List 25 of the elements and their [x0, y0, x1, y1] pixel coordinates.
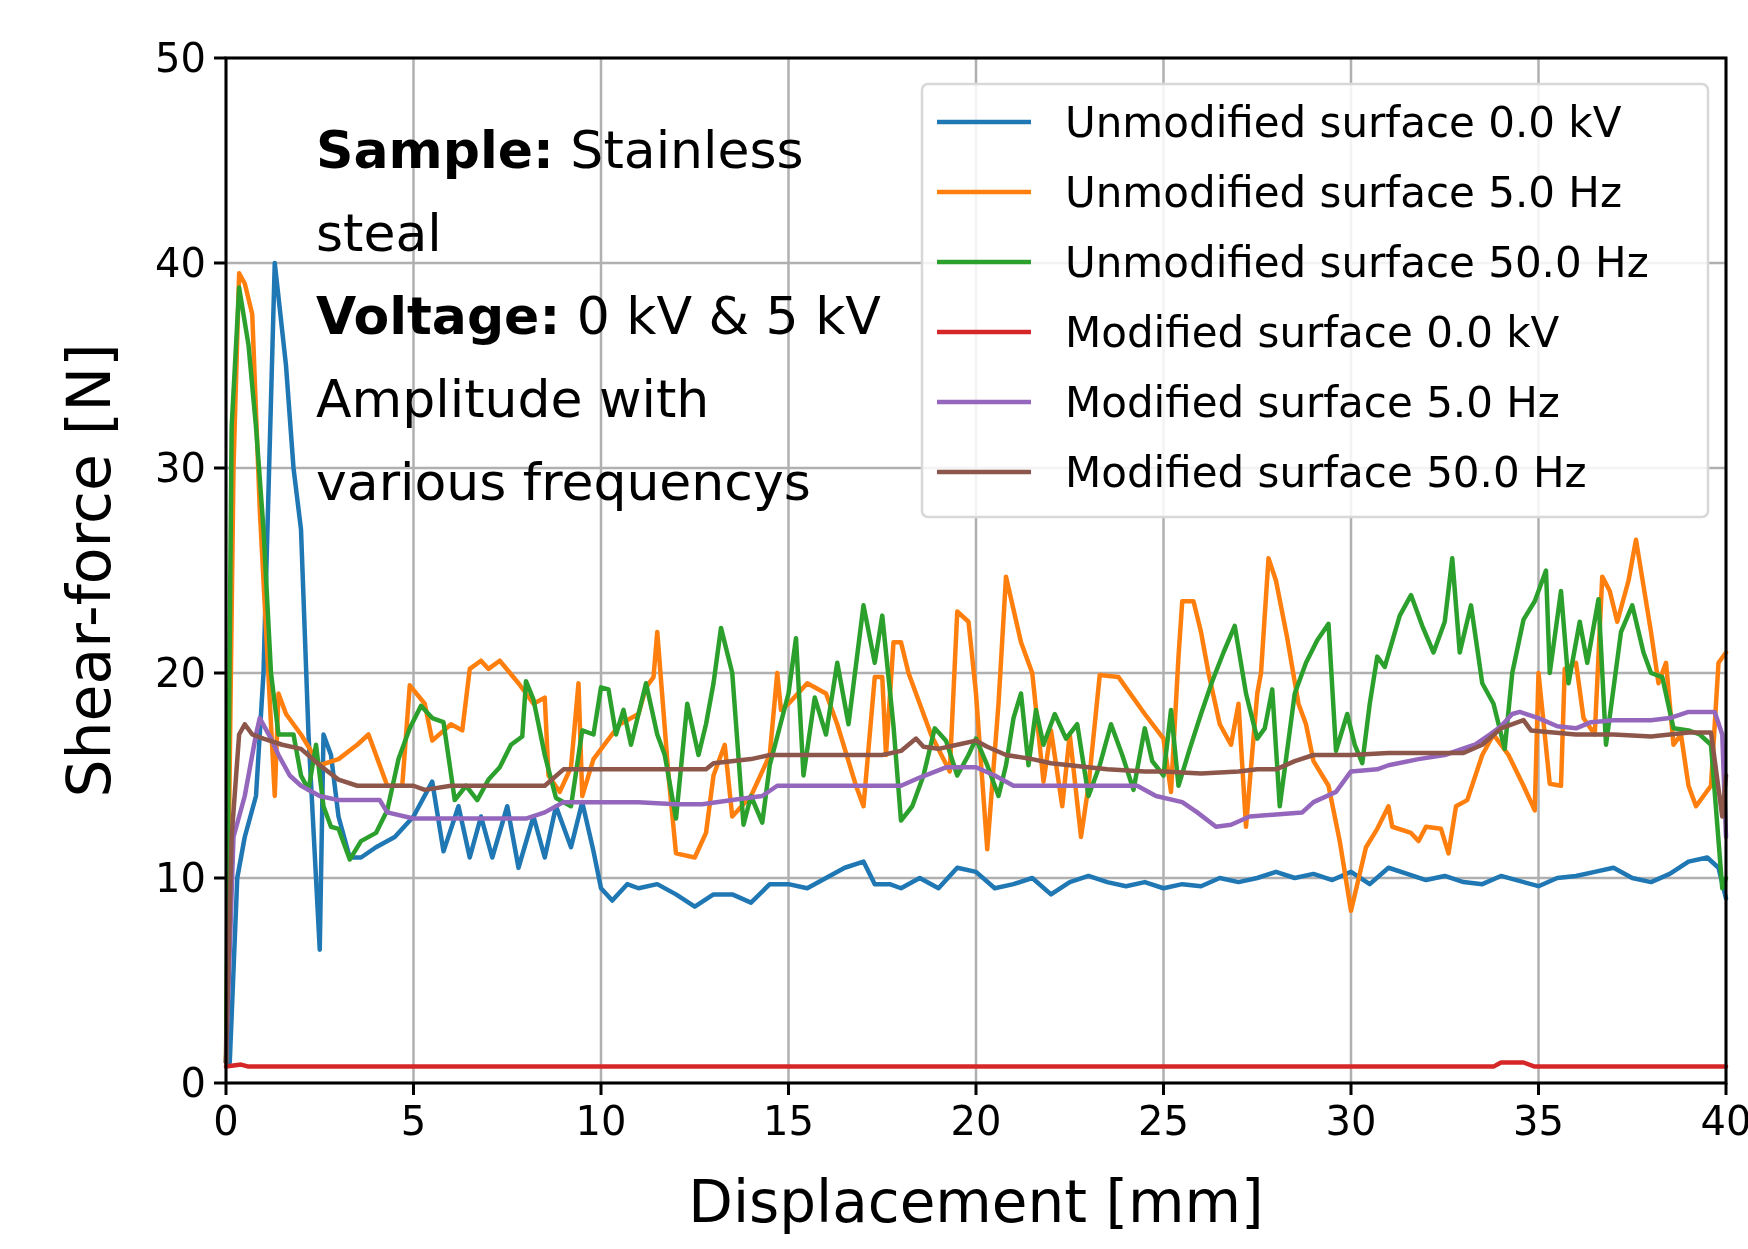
x-tick-label: 35	[1513, 1098, 1564, 1144]
x-tick-label: 30	[1325, 1098, 1377, 1144]
annotation: Voltage: 0 kV & 5 kV	[316, 286, 882, 346]
x-tick-label: 25	[1138, 1098, 1189, 1144]
y-axis-title: Shear-force [N]	[54, 343, 124, 798]
x-axis-title: Displacement [mm]	[688, 1168, 1264, 1236]
y-tick-label: 40	[155, 240, 206, 286]
legend-label: Unmodified surface 0.0 kV	[1065, 98, 1622, 147]
legend-label: Unmodified surface 5.0 Hz	[1065, 168, 1622, 217]
x-tick-label: 15	[763, 1098, 814, 1144]
legend-label: Modified surface 0.0 kV	[1065, 308, 1560, 357]
y-tick-label: 30	[155, 445, 206, 491]
y-tick-label: 10	[155, 855, 206, 901]
x-tick-label: 5	[400, 1098, 427, 1144]
legend-label: Modified surface 50.0 Hz	[1065, 448, 1587, 497]
y-tick-label: 20	[155, 650, 206, 696]
annotation: Amplitude with various frequencys	[316, 369, 811, 512]
x-tick-label: 20	[950, 1098, 1002, 1144]
text: Sample: Stainless steal	[316, 120, 804, 263]
x-tick-label: 10	[575, 1098, 627, 1144]
y-tick-label: 50	[155, 35, 206, 81]
x-tick-label: 0	[213, 1098, 239, 1144]
legend-label: Modified surface 5.0 Hz	[1065, 378, 1560, 427]
legend-label: Unmodified surface 50.0 Hz	[1065, 238, 1649, 287]
y-tick-label: 0	[180, 1060, 206, 1106]
